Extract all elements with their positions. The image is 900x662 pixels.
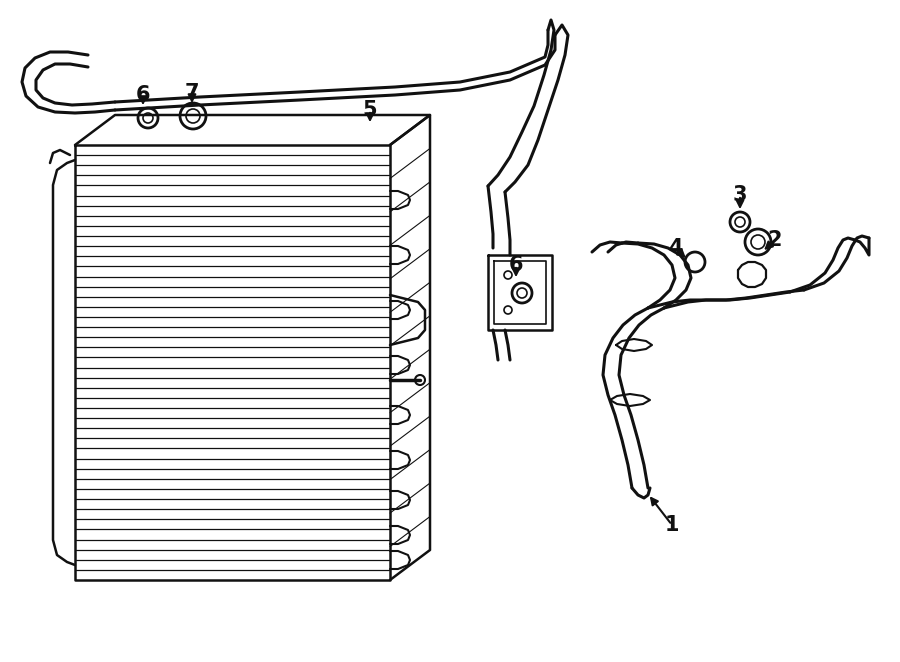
Text: 3: 3 <box>733 185 747 205</box>
Text: 7: 7 <box>184 83 199 103</box>
Text: 4: 4 <box>668 238 682 258</box>
Text: 5: 5 <box>363 100 377 120</box>
Text: 2: 2 <box>768 230 782 250</box>
Text: 6: 6 <box>508 255 523 275</box>
Text: 1: 1 <box>665 515 680 535</box>
Text: 6: 6 <box>136 85 150 105</box>
